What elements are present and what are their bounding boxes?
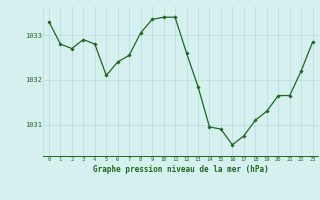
X-axis label: Graphe pression niveau de la mer (hPa): Graphe pression niveau de la mer (hPa)	[93, 165, 269, 174]
